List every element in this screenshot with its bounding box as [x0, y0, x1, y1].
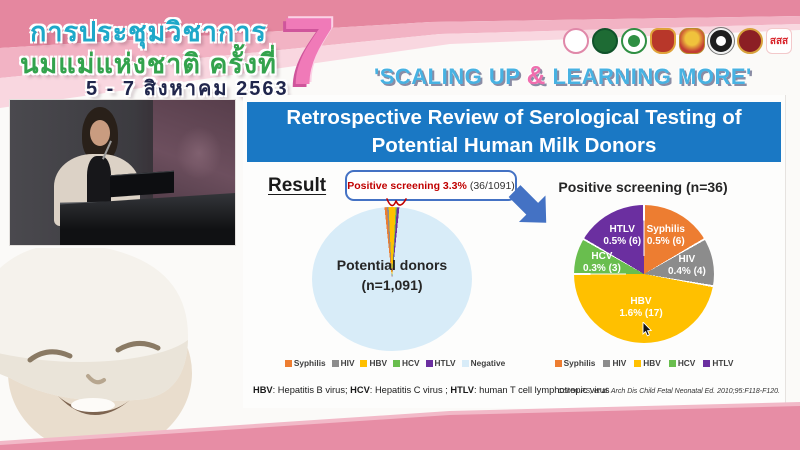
- legend-label: HIV: [612, 358, 627, 368]
- citation: Cohen RS, et al. Arch Dis Child Fetal Ne…: [557, 388, 780, 395]
- legend-color-chip: [554, 359, 562, 367]
- legend-color-chip: [360, 359, 368, 367]
- pie2-title: Positive screening (n=36): [558, 179, 728, 195]
- legend-item-hcv: HCV: [393, 358, 420, 368]
- legend-item-hbv: HBV: [360, 358, 387, 368]
- legend-label: Negative: [470, 358, 506, 368]
- callout-highlight: Positive screening 3.3%: [347, 179, 467, 192]
- legend-label: HTLV: [434, 358, 456, 368]
- abbrev-term: HCV: [350, 385, 370, 395]
- pie1-center-label: Potential donors (n=1,091): [312, 255, 472, 296]
- result-label: Result: [268, 175, 327, 196]
- legend-color-chip: [634, 359, 642, 367]
- conference-subtitle-thai: นมแม่แห่งชาติ ครั้งที่: [20, 49, 277, 79]
- laptop-silhouette: [110, 170, 174, 198]
- mouse-cursor-icon: [642, 322, 653, 337]
- legend-label: HCV: [402, 358, 420, 368]
- backdrop-baby-image: [169, 118, 229, 188]
- legend-label: HCV: [677, 358, 696, 368]
- legend-color-chip: [668, 359, 676, 367]
- pie-slice-label-hcv: HCV 0.3% (3): [583, 250, 621, 274]
- legend-color-chip: [331, 359, 339, 367]
- medical-association-logo: [737, 28, 763, 54]
- legend-item-syphilis: Syphilis: [554, 358, 596, 368]
- pie2-legend: Syphilis HIV HBV HCV HTLV: [554, 358, 734, 368]
- pie1-label-line1: Potential donors: [336, 257, 448, 273]
- legend-item-hcv: HCV: [668, 358, 696, 368]
- pie-slice-label-hbv: HBV 1.6% (17): [619, 296, 663, 320]
- motto-ampersand: &: [526, 60, 546, 90]
- legend-label: Syphilis: [563, 358, 596, 368]
- presenter-video: [10, 100, 235, 245]
- abbrev-term: HBV: [253, 385, 273, 395]
- thaihealth-sss-logo: สสส: [766, 28, 792, 54]
- legend-label: HBV: [369, 358, 388, 368]
- abbrev-term: HTLV: [450, 385, 474, 395]
- positive-screening-pie-chart: Syphilis 0.5% (6) HIV 0.4% (4) HBV 1.6% (17) H…: [574, 205, 714, 343]
- royal-thai-college-logo: [650, 28, 676, 54]
- conference-motto: 'SCALING UP & LEARNING MORE': [374, 60, 796, 91]
- department-of-health-logo: [592, 28, 618, 54]
- legend-color-chip: [603, 359, 611, 367]
- abbreviations-footnote: HBV: Hepatitis B virus; HCV: Hepatitis C…: [253, 385, 610, 395]
- organizer-logos: สสส: [563, 27, 792, 55]
- slide-title: Retrospective Review of Serological Test…: [247, 102, 781, 162]
- potential-donors-pie-chart: [312, 207, 472, 351]
- legend-color-chip: [284, 359, 292, 367]
- legend-item-hbv: HBV: [634, 358, 661, 368]
- pie-slice-label-hiv: HIV 0.4% (4): [667, 254, 706, 278]
- pie-slice-label-htlv: HTLV 0.5% (6): [603, 224, 642, 248]
- bottom-band: [0, 402, 800, 450]
- abbrev-definition: : Hepatitis B virus;: [272, 385, 351, 395]
- callout-detail: (36/1091): [469, 179, 515, 192]
- abbrev-definition: : Hepatitis C virus ;: [369, 385, 451, 395]
- pie1-legend: Syphilis HIV HBV HCV HTLV Negative: [284, 358, 505, 368]
- abbrev-definition: : human T cell lymphotropic virus: [473, 385, 610, 395]
- legend-item-hiv: HIV: [603, 358, 626, 368]
- pediatrics-society-logo: [707, 27, 735, 55]
- conference-title-thai: การประชุมวิชาการ: [30, 17, 267, 47]
- pie-slice-label-syphilis: Syphilis 0.5% (6): [646, 224, 685, 248]
- edition-number: 7: [282, 0, 336, 105]
- legend-label: Syphilis: [293, 358, 326, 368]
- motto-text: LEARNING MORE': [545, 64, 752, 89]
- legend-label: HTLV: [712, 358, 734, 368]
- arrow-icon: [508, 185, 547, 223]
- legend-label: HIV: [340, 358, 355, 368]
- positive-screening-callout: Positive screening 3.3% (36/1091): [345, 170, 517, 201]
- presentation-slide: Retrospective Review of Serological Test…: [243, 95, 786, 408]
- motto-text: 'SCALING UP: [374, 64, 527, 89]
- legend-color-chip: [393, 359, 401, 367]
- ministry-of-public-health-logo: [621, 28, 647, 54]
- legend-item-htlv: HTLV: [425, 358, 456, 368]
- legend-color-chip: [461, 359, 469, 367]
- breastfeeding-foundation-logo: [563, 28, 589, 54]
- legend-item-syphilis: Syphilis: [284, 358, 326, 368]
- presenter-face: [90, 120, 110, 146]
- conference-date: 5 - 7 สิงหาคม 2563: [86, 78, 289, 100]
- baby-photo: [0, 248, 192, 440]
- pie1-label-line2: (n=1,091): [361, 277, 423, 294]
- callout-pointer-icon: [386, 198, 407, 207]
- legend-color-chip: [425, 359, 433, 367]
- legend-label: HBV: [643, 358, 661, 368]
- legend-item-hiv: HIV: [331, 358, 355, 368]
- presenter-shirt: [87, 156, 111, 204]
- legend-item-negative: Negative: [461, 358, 506, 368]
- royal-emblem-logo: [679, 28, 705, 54]
- legend-item-htlv: HTLV: [703, 358, 733, 368]
- legend-color-chip: [703, 359, 711, 367]
